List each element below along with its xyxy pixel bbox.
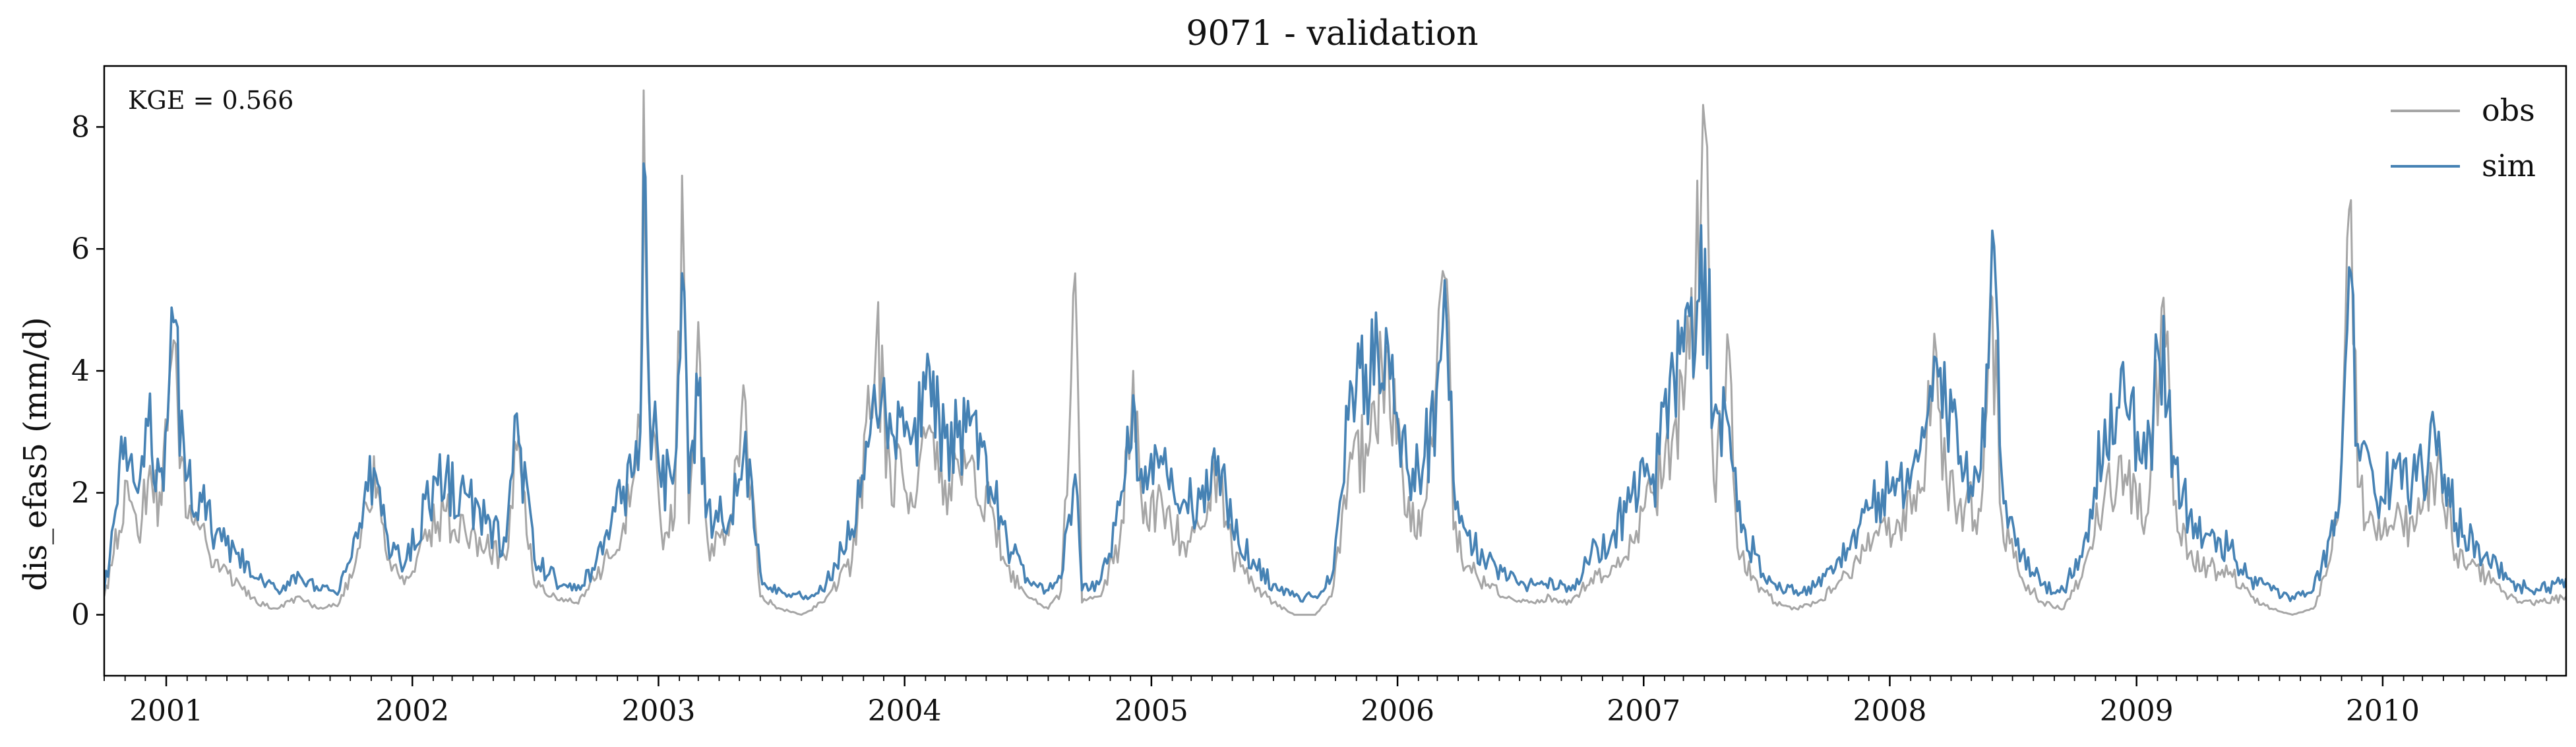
x-tick-label: 2004 [868, 694, 942, 728]
y-tick-label: 8 [71, 110, 90, 144]
legend-label-obs: obs [2482, 92, 2535, 128]
y-tick-label: 2 [71, 476, 90, 510]
x-tick-label: 2010 [2346, 694, 2420, 728]
x-tick-label: 2002 [375, 694, 449, 728]
y-axis: 0 2 4 6 8 [71, 110, 104, 632]
legend: obs sim [2391, 92, 2536, 183]
x-tick-label: 2007 [1607, 694, 1680, 728]
kge-annotation: KGE = 0.566 [128, 86, 293, 115]
x-tick-label: 2008 [1853, 694, 1926, 728]
x-tick-label: 2009 [2100, 694, 2174, 728]
y-axis-label: dis_efas5 (mm/d) [17, 317, 54, 591]
x-tick-label: 2001 [129, 694, 203, 728]
x-tick-label: 2005 [1115, 694, 1188, 728]
x-axis: 2001 2002 2003 2004 2005 2006 2007 2008 2009 2010 [104, 676, 2548, 728]
chart-title: 9071 - validation [1186, 14, 1478, 53]
series-line-sim [104, 162, 2566, 603]
y-tick-label: 0 [71, 599, 90, 632]
x-tick-label: 2006 [1361, 694, 1434, 728]
x-tick-label: 2003 [621, 694, 695, 728]
y-tick-label: 4 [71, 354, 90, 388]
legend-label-sim: sim [2482, 148, 2536, 183]
y-tick-label: 6 [71, 232, 90, 266]
plot-area [104, 89, 2566, 616]
